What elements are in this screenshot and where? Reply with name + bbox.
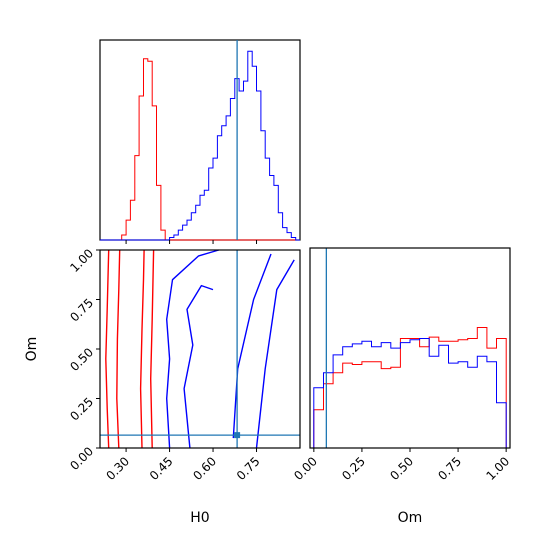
x-tick-label-h0: 0.45	[147, 454, 176, 483]
contour-line-red-4	[149, 249, 155, 449]
contour-line-red-3	[139, 249, 145, 449]
om-marginal-ticks: 0.00 0.25 0.50 0.75 1.00	[291, 448, 512, 483]
h0-histogram-blue	[100, 50, 300, 241]
x-tick-label-h0: 0.60	[190, 454, 219, 483]
truth-point-marker	[234, 432, 241, 439]
y-tick-label-om: 0.25	[67, 395, 96, 424]
h0-marginal-ticks	[125, 240, 258, 244]
joint-frame	[99, 249, 301, 449]
om-histogram-steps	[313, 248, 507, 448]
om-marginal-frame	[309, 247, 511, 449]
x-tick-label-om: 0.50	[387, 454, 416, 483]
x-tick-label-om: 0.75	[435, 454, 464, 483]
y-tick-label-om: 1.00	[67, 246, 96, 275]
y-tick-label-om: 0.00	[67, 444, 96, 473]
y-tick-label-om: 0.50	[67, 345, 96, 374]
h0-marginal-histogram	[99, 39, 301, 244]
x-tick-label-h0: 0.30	[103, 454, 132, 483]
contour-line-blue-5	[165, 249, 219, 449]
h0-histogram-red	[100, 58, 300, 241]
contour-line-blue-8	[255, 259, 295, 449]
contour-line-red-2	[116, 249, 121, 449]
x-axis-label-h0: H0	[190, 510, 209, 526]
x-tick-label-om: 0.00	[291, 454, 320, 483]
contour-line-blue-7	[232, 253, 272, 439]
y-tick-label-om: 0.75	[67, 296, 96, 325]
x-tick-label-om: 1.00	[483, 454, 512, 483]
y-axis-label-om: Om	[24, 337, 40, 362]
om-marginal-histogram: 0.00 0.25 0.50 0.75 1.00 Om	[291, 247, 512, 526]
x-tick-label-om: 0.25	[339, 454, 368, 483]
h0-histogram-steps	[100, 40, 300, 241]
contour-lines	[105, 249, 295, 449]
x-tick-label-h0: 0.75	[234, 454, 263, 483]
om-histogram-red	[313, 327, 507, 448]
truth-markers	[100, 250, 300, 448]
x-axis-label-om: Om	[398, 510, 423, 526]
h0-om-contour-panel: 0.30 0.45 0.60 0.750.000.250.500.751.00 H0 …	[24, 246, 301, 526]
contour-line-blue-6	[183, 284, 214, 449]
contour-line-red-1	[105, 249, 110, 449]
om-histogram-blue	[313, 338, 507, 448]
